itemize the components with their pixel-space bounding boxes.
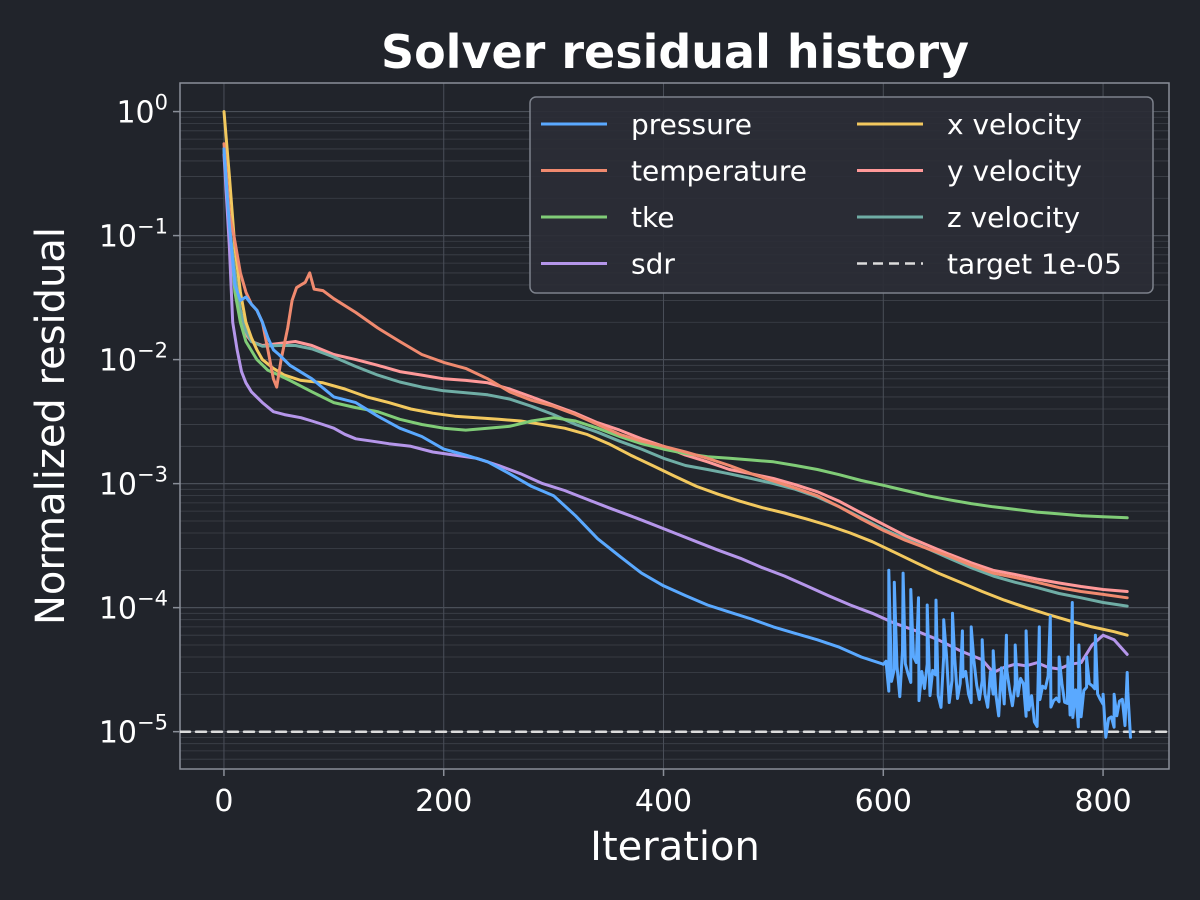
legend-label: tke [631,201,674,234]
x-tick-label: 0 [214,784,233,819]
legend-label: y velocity [947,155,1082,188]
axis-ticks: 0 200 400 600 800 100 10−1 10−2 10−3 10−4 10−5 [99,91,1132,819]
series-line-z-velocity [222,147,1129,608]
legend-label: sdr [631,248,675,281]
series-line-tke [222,147,1129,520]
legend-label: x velocity [947,108,1082,141]
series-line-x-velocity [222,110,1129,637]
x-tick-label: 800 [1074,784,1131,819]
x-tick-label: 600 [855,784,912,819]
x-axis-label: Iteration [590,824,760,870]
y-tick-label: 10−2 [99,339,168,379]
y-tick-label: 100 [116,91,168,131]
y-tick-label: 10−3 [99,463,168,503]
legend-label: temperature [631,155,807,188]
chart-title: Solver residual history [381,25,969,79]
series-lines [180,110,1169,739]
legend-box [529,96,1154,294]
y-tick-label: 10−1 [99,215,168,255]
y-tick-label: 10−5 [99,711,168,751]
x-tick-label: 400 [635,784,692,819]
series-line-sdr [222,153,1129,674]
series-line-y-velocity [222,147,1129,593]
legend-label: target 1e-05 [947,248,1122,281]
series-line-temperature [222,142,1129,600]
legend-label: z velocity [947,201,1080,234]
x-tick-label: 200 [415,784,472,819]
y-axis-label: Normalized residual [28,227,74,625]
axes-frame [179,82,1170,770]
legend: pressure temperature tke sdr x velocity y vel… [529,96,1154,294]
y-tick-label: 10−4 [99,587,168,627]
legend-label: pressure [631,108,752,141]
series-line-pressure [222,147,1132,739]
